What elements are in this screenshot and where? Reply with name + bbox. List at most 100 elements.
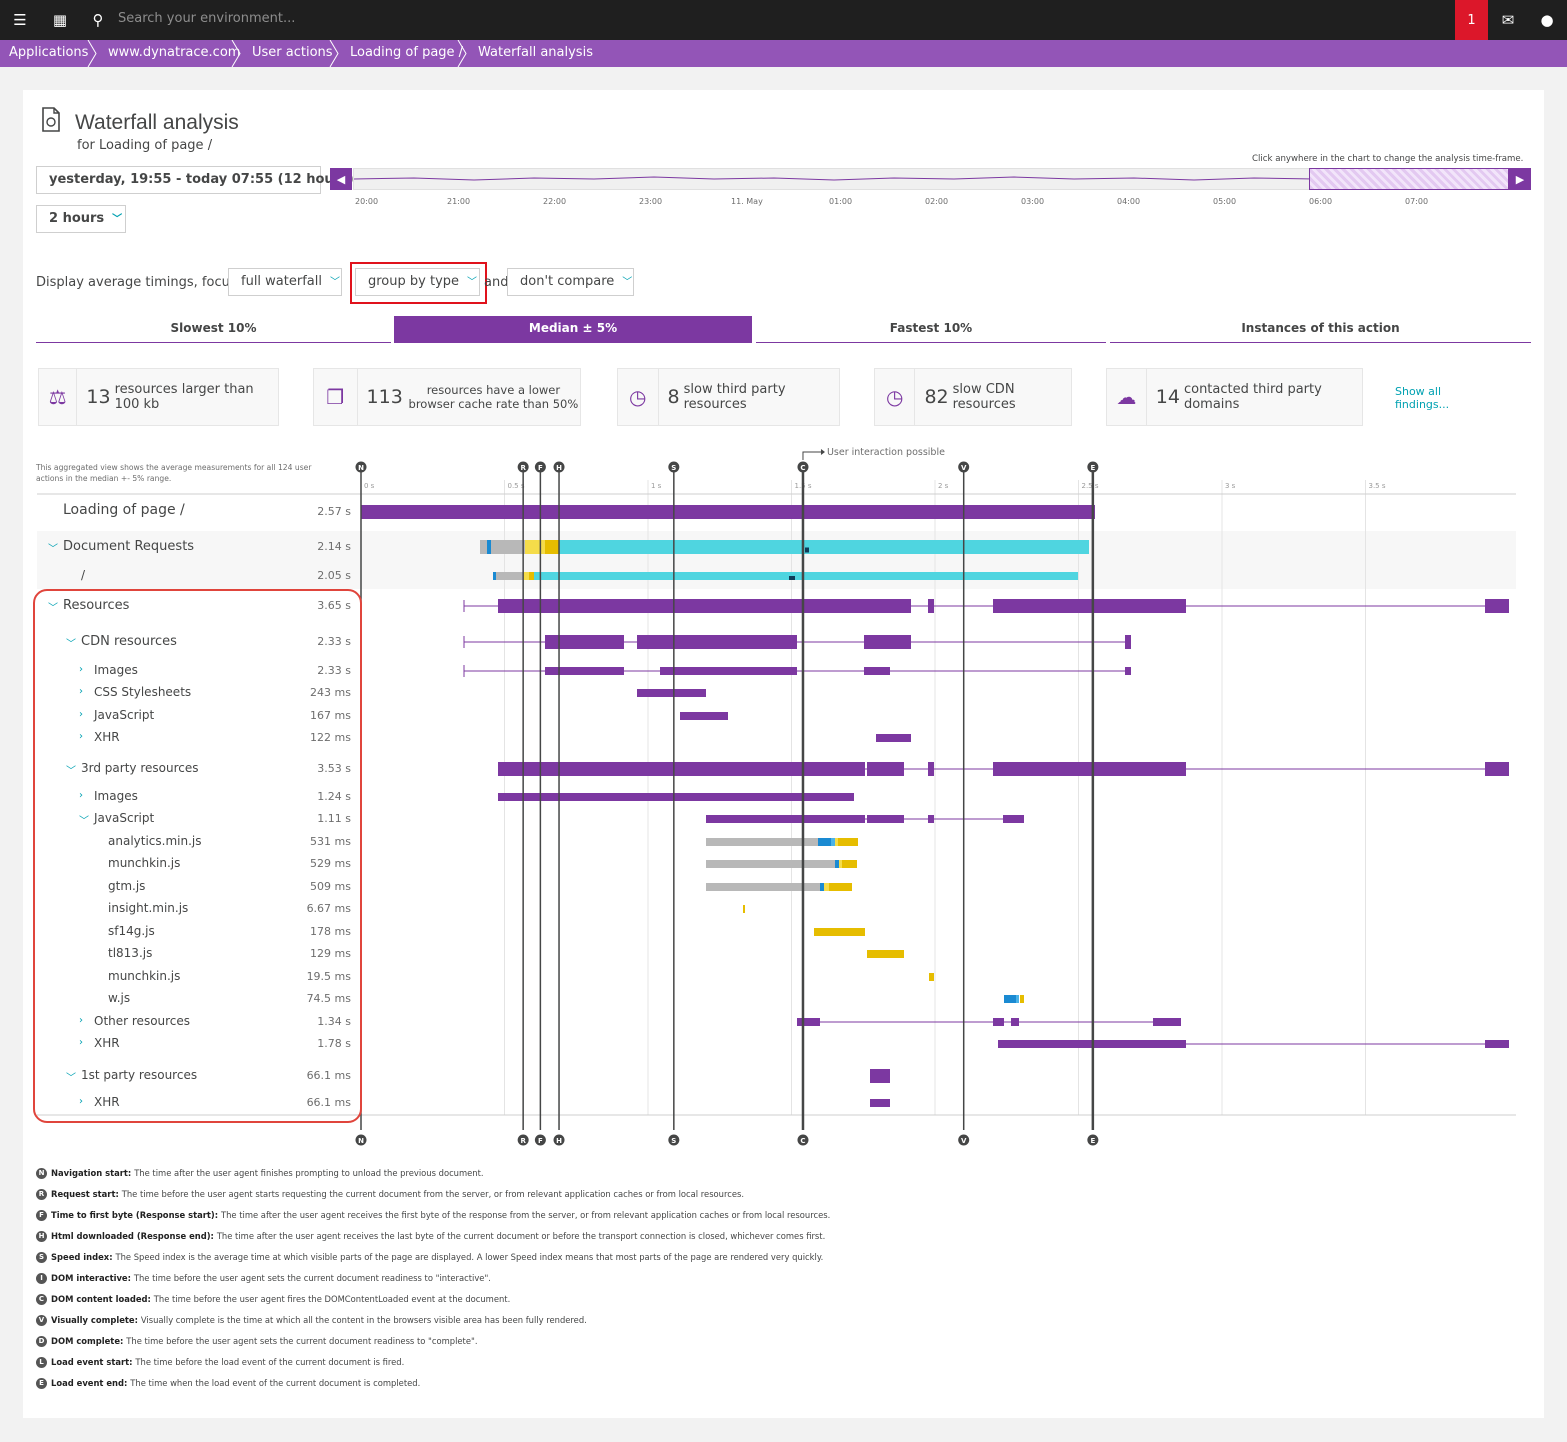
search-icon[interactable]: ⚲ [92,11,104,29]
chevron-right-icon[interactable]: › [79,790,83,801]
waterfall-row-label: sf14g.js [108,924,155,938]
legend-item: L Load event start: The time before the l… [36,1357,404,1368]
chevron-right-icon[interactable]: › [79,1096,83,1107]
group-dropdown[interactable]: group by type ﹀ [355,268,480,296]
waterfall-row-label[interactable]: 3rd party resources [81,761,199,775]
breadcrumb-app[interactable]: www.dynatrace.com [108,45,241,60]
waterfall-row-label[interactable]: JavaScript [94,811,155,825]
axis-tick-label: 0.5 s [508,482,525,490]
waterfall-bar [928,599,934,613]
chevron-down-icon[interactable]: ﹀ [66,766,76,777]
chevron-right-icon[interactable]: › [79,664,83,675]
waterfall-bar [829,883,852,891]
chevron-right-icon[interactable]: › [79,731,83,742]
timeline-next-button[interactable]: ▶ [1509,168,1531,190]
waterfall-row-label[interactable]: Resources [63,598,130,613]
milestone-badge [958,461,970,473]
breadcrumb-user-actions[interactable]: User actions [252,45,333,60]
legend-term: Time to first byte (Response start): [51,1210,221,1220]
timeline-tick: 02:00 [925,197,949,206]
chevron-down-icon[interactable]: ﹀ [48,603,58,614]
waterfall-row-value: 3.65 s [317,599,351,612]
chevron-right-icon[interactable]: › [79,1015,83,1026]
finding-slow-third-party[interactable]: ◷ 8 slow third party resources [617,368,840,426]
milestone-badge: V [36,1315,47,1326]
waterfall-row-label: tl813.js [108,946,153,960]
waterfall-bar [706,838,818,846]
waterfall-row-value: 178 ms [310,925,351,938]
milestone-badge: H [36,1231,47,1242]
timeline-chart[interactable] [353,168,1510,190]
finding-text: contacted third party domains [1183,382,1322,412]
notification-badge[interactable]: 1 [1455,0,1488,40]
chevron-down-icon[interactable]: ﹀ [79,816,89,827]
chevron-down-icon[interactable]: ﹀ [48,544,58,555]
cloud-icon: ☁ [1107,369,1147,425]
waterfall-bar [831,838,835,846]
waterfall-row-label[interactable]: CDN resources [81,634,177,649]
legend-term: Visually complete: [51,1315,141,1325]
tab-instances[interactable]: Instances of this action [1110,316,1531,343]
timeline-prev-button[interactable]: ◀ [330,168,352,190]
chevron-down-icon[interactable]: ﹀ [66,1073,76,1084]
waterfall-row-label[interactable]: Images [94,663,138,677]
breadcrumb-applications[interactable]: Applications [9,45,89,60]
dashboard-icon[interactable]: ▦ [52,11,68,29]
search-input[interactable]: Search your environment... [118,11,296,26]
waterfall-row-label[interactable]: XHR [94,1095,120,1109]
timeframe-dropdown[interactable]: yesterday, 19:55 - today 07:55 (12 hours… [36,166,372,194]
waterfall-row-label[interactable]: CSS Stylesheets [94,685,192,699]
finding-large-resources[interactable]: ⚖ 13 resources larger than 100 kb [38,368,279,426]
group-value: group by type [368,274,460,289]
interaction-pointer [802,451,821,460]
chevron-right-icon[interactable]: › [79,1037,83,1048]
legend-item: N Navigation start: The time after the us… [36,1168,484,1179]
chevron-down-icon[interactable]: ﹀ [66,639,76,650]
waterfall-bar [523,572,529,580]
waterfall-icon [42,107,60,132]
finding-count: 14 [1155,386,1180,408]
waterfall-row-label[interactable]: XHR [94,730,120,744]
chevron-right-icon[interactable]: › [79,686,83,697]
focus-dropdown[interactable]: full waterfall ﹀ [228,268,342,296]
tab-median[interactable]: Median ± 5% [394,316,752,343]
timeline-tick: 22:00 [543,197,567,206]
finding-third-party-domains[interactable]: ☁ 14 contacted third party domains [1106,368,1363,426]
window-dropdown[interactable]: 2 hours ﹀ [36,205,126,233]
waterfall-row-label[interactable]: Images [94,789,138,803]
breadcrumb-action[interactable]: Loading of page / [350,45,464,60]
breadcrumb-separator [329,40,339,67]
menu-icon[interactable]: ☰ [13,11,27,29]
waterfall-bar [993,1018,1004,1026]
waterfall-bar [493,572,496,580]
waterfall-row-value: 66.1 ms [306,1069,351,1082]
waterfall-row-label[interactable]: Document Requests [63,539,195,554]
waterfall-row-value: 66.1 ms [306,1096,351,1109]
tab-slowest[interactable]: Slowest 10% [36,316,391,343]
waterfall-row-value: 6.67 ms [306,902,351,915]
tab-fastest[interactable]: Fastest 10% [756,316,1106,343]
legend-term: Load event start: [51,1357,136,1367]
top-bar: ☰ ▦ ⚲ Search your environment... 1 ✉ ● [0,0,1567,40]
legend-term: Html downloaded (Response end): [51,1231,217,1241]
timeline-selection[interactable] [1309,168,1509,190]
chevron-right-icon[interactable]: › [79,709,83,720]
waterfall-bar [842,860,857,868]
waterfall-bar [660,667,797,675]
compare-dropdown[interactable]: don't compare ﹀ [507,268,634,296]
waterfall-row-label[interactable]: 1st party resources [81,1068,198,1082]
waterfall-bar [864,667,890,675]
waterfall-row-label[interactable]: JavaScript [94,708,155,722]
finding-slow-cdn[interactable]: ◷ 82 slow CDN resources [874,368,1072,426]
show-all-findings-link[interactable]: Show all findings... [1395,385,1450,411]
legend-item: E Load event end: The time when the load … [36,1378,420,1389]
chevron-down-icon: ﹀ [467,277,478,288]
chat-icon[interactable]: ✉ [1501,11,1515,29]
waterfall-row-label[interactable]: XHR [94,1036,120,1050]
row-background [37,531,1516,589]
scale-icon: ⚖ [39,369,78,425]
finding-cache-rate[interactable]: ❐ 113 resources have a lower browser cach… [313,368,581,426]
user-icon[interactable]: ● [1540,11,1554,29]
waterfall-row-label[interactable]: Other resources [94,1014,191,1028]
waterfall-bar [1485,599,1509,613]
